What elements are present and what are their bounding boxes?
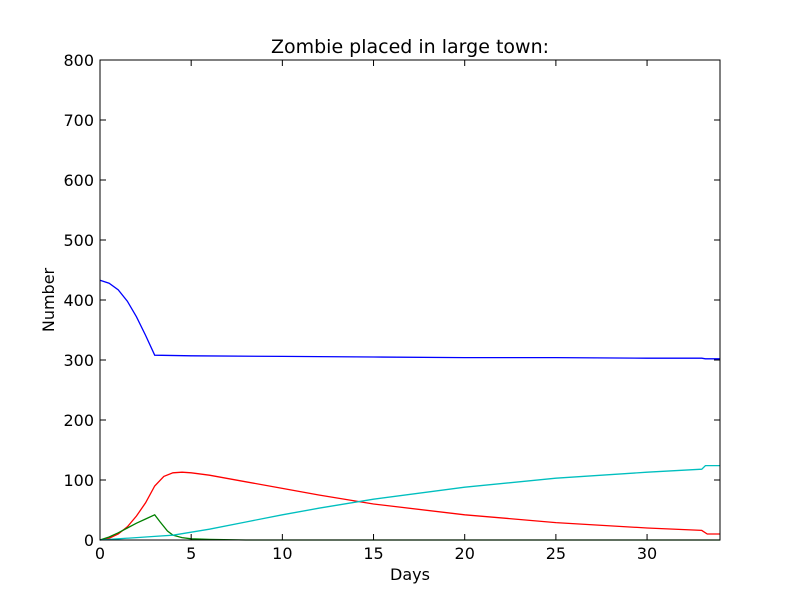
y-tick-label: 300 xyxy=(63,351,94,370)
x-tick-label: 30 xyxy=(637,544,657,563)
x-tick-label: 10 xyxy=(272,544,292,563)
x-axis-label: Days xyxy=(390,565,430,584)
y-tick-label: 0 xyxy=(84,531,94,550)
x-tick-label: 25 xyxy=(546,544,566,563)
chart-title: Zombie placed in large town: xyxy=(271,36,549,58)
series-line-1 xyxy=(99,279,720,360)
series-line-4 xyxy=(99,464,720,541)
y-tick-label: 100 xyxy=(63,471,94,490)
x-tick-label: 5 xyxy=(186,544,196,563)
series-line-3 xyxy=(99,513,720,541)
x-tick-label: 15 xyxy=(363,544,383,563)
y-tick-label: 800 xyxy=(63,51,94,70)
x-tick-label: 0 xyxy=(95,544,105,563)
series-layer xyxy=(99,279,720,541)
y-tick-label: 500 xyxy=(63,231,94,250)
y-tick-label: 600 xyxy=(63,171,94,190)
y-axis-label: Number xyxy=(39,267,58,332)
y-tick-label: 700 xyxy=(63,111,94,130)
y-tick-label: 400 xyxy=(63,291,94,310)
x-tick-label: 20 xyxy=(455,544,475,563)
y-tick-label: 200 xyxy=(63,411,94,430)
series-line-2 xyxy=(99,471,720,541)
